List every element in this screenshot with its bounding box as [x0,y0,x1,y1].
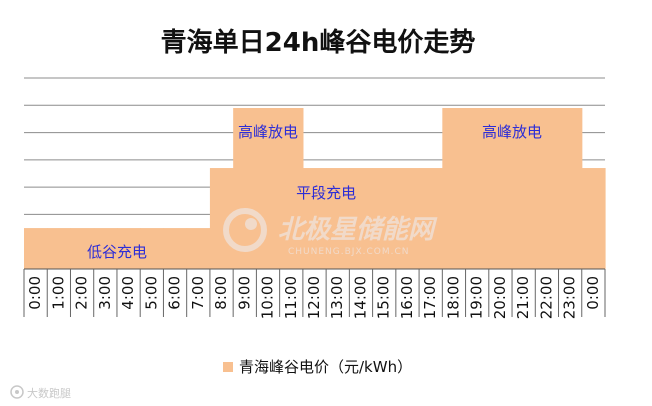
x-tick-label: 2:00 [73,276,91,310]
area-segment [372,168,397,269]
area-segment [512,108,536,269]
area-segment [140,228,165,269]
x-tick-label: 11:00 [282,276,300,319]
area-segment [558,108,583,269]
corner-mark: 大数跑腿 [10,385,71,400]
area-segment [116,228,141,269]
area-segment [186,228,211,269]
area-annotation: 平段充电 [296,184,356,202]
corner-mark-text: 大数跑腿 [27,386,71,400]
area-segment [326,168,350,269]
x-tick-label: 12:00 [305,276,323,319]
x-tick-label: 3:00 [96,276,114,310]
plot-area [24,108,606,269]
x-tick-label: 19:00 [468,276,486,319]
area-segment [47,228,72,269]
x-axis: 0:00 1:00 2:00 3:00 4:00 5:00 6:00 7:00 8:00 9:00… [23,268,606,319]
area-annotation: 低谷充电 [87,243,147,261]
x-tick-label: 9:00 [235,276,253,310]
area-segment [302,168,327,269]
area-segment [442,108,467,269]
x-tick-label: 6:00 [166,276,184,310]
area-segment [419,168,443,269]
legend: 青海峰谷电价（元/kWh） [223,358,412,376]
area-segment [581,168,606,269]
x-tick-label: 0:00 [584,276,602,310]
area-segment [349,168,374,269]
x-tick-label: 8:00 [212,276,230,310]
x-tick-label: 10:00 [259,276,277,319]
watermark-sub-text: CHUNENG.BJX.COM.CN [288,247,410,257]
x-tick-label: 4:00 [119,276,137,310]
legend-swatch [223,362,233,372]
chart-title: 青海单日24h峰谷电价走势 [161,28,476,58]
area-segment [163,228,188,269]
corner-logo-icon [10,385,24,399]
area-segment [209,168,234,269]
area-annotation: 高峰放电 [482,123,542,141]
x-tick-label: 20:00 [491,276,509,319]
x-tick-label: 7:00 [189,276,207,310]
watermark-main-text: 北极星储能网 [278,215,438,245]
watermark: 北极星储能网 CHUNENG.BJX.COM.CN [223,208,438,257]
area-segment [488,108,513,269]
area-segment [465,108,490,269]
watermark-logo-icon [223,208,267,252]
area-segment [24,228,48,269]
x-tick-label: 15:00 [375,276,393,319]
x-tick-label: 5:00 [142,276,160,310]
x-tick-label: 23:00 [561,276,579,319]
area-annotation: 高峰放电 [238,123,298,141]
x-tick-label: 17:00 [421,276,439,319]
x-tick-label: 0:00 [26,276,44,310]
x-tick-label: 18:00 [444,276,462,319]
area-segment [279,108,304,269]
area-segment [395,168,420,269]
area-segment [535,108,560,269]
x-tick-label: 21:00 [514,276,532,319]
x-tick-label: 13:00 [328,276,346,319]
area-segment [93,228,118,269]
x-tick-label: 22:00 [537,276,555,319]
legend-label: 青海峰谷电价（元/kWh） [239,358,412,376]
area-segment [70,228,95,269]
x-tick-label: 14:00 [351,276,369,319]
x-tick-label: 16:00 [398,276,416,319]
x-tick-label: 1:00 [49,276,67,310]
